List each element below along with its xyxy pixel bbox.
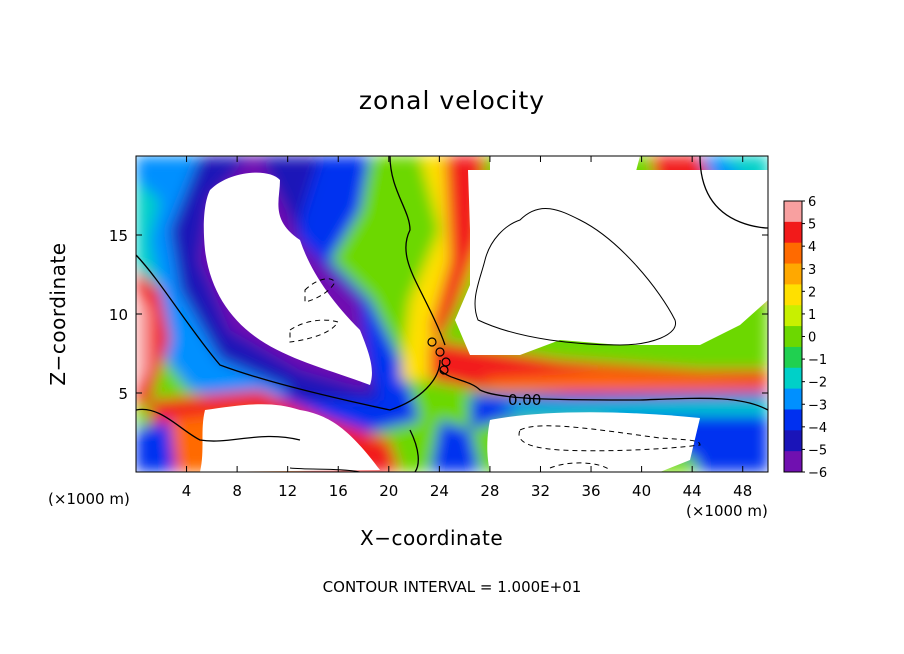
x-tick-label: 48 — [733, 482, 752, 500]
x-tick-label: 16 — [329, 482, 348, 500]
colorbar-label: −3 — [808, 398, 827, 413]
colorbar-label: 5 — [808, 218, 816, 233]
colorbar-label: 3 — [808, 263, 816, 278]
x-units-left: (×1000 m) — [48, 490, 130, 508]
colorbar-label: −4 — [808, 421, 827, 436]
chart-title: zonal velocity — [358, 86, 546, 115]
colorbar-label: −6 — [808, 466, 827, 481]
colorbar-swatch — [784, 451, 802, 473]
colorbar-swatch — [784, 221, 802, 244]
colorbar-swatch — [784, 263, 802, 285]
colorbar-swatch — [784, 430, 802, 452]
colorbar-swatch — [784, 201, 802, 223]
colorbar-swatch — [784, 346, 802, 369]
y-tick-label: 15 — [109, 227, 128, 245]
x-tick-label: 4 — [182, 482, 192, 500]
x-tick-label: 24 — [430, 482, 449, 500]
colorbar-label: −5 — [808, 443, 827, 458]
colorbar-label: 4 — [808, 240, 816, 255]
colorbar-swatch — [784, 326, 802, 348]
colorbar-swatch — [784, 305, 802, 327]
x-tick-label: 12 — [278, 482, 297, 500]
colorbar-label: −1 — [808, 353, 827, 368]
x-tick-label: 28 — [480, 482, 499, 500]
colorbar-swatch — [784, 367, 802, 390]
colorbar-label: 1 — [808, 308, 816, 323]
x-tick-label: 40 — [632, 482, 651, 500]
x-tick-label: 44 — [683, 482, 702, 500]
x-units-right: (×1000 m) — [686, 502, 768, 520]
colorbar-swatch — [784, 242, 802, 265]
colorbar-swatch — [784, 388, 802, 410]
x-tick-label: 36 — [581, 482, 600, 500]
y-tick-label: 10 — [109, 306, 128, 324]
colorbar-label: 6 — [808, 195, 816, 210]
colorbar-label: 0 — [808, 331, 816, 346]
x-tick-label: 32 — [531, 482, 550, 500]
y-tick-label: 5 — [118, 385, 128, 403]
x-tick-label: 20 — [379, 482, 398, 500]
y-axis-label: Z−coordinate — [46, 242, 70, 386]
contour-interval-note: CONTOUR INTERVAL = 1.000E+01 — [322, 578, 582, 596]
x-tick-label: 8 — [232, 482, 242, 500]
colorbar-swatch — [784, 284, 802, 306]
x-axis-label: X−coordinate — [360, 526, 504, 550]
velocity-field: 0.00 — [136, 156, 768, 472]
colorbar-label: 2 — [808, 285, 816, 300]
contour-label: 0.00 — [508, 391, 541, 409]
colorbar-swatch — [784, 409, 802, 431]
colorbar-label: −2 — [808, 376, 827, 391]
